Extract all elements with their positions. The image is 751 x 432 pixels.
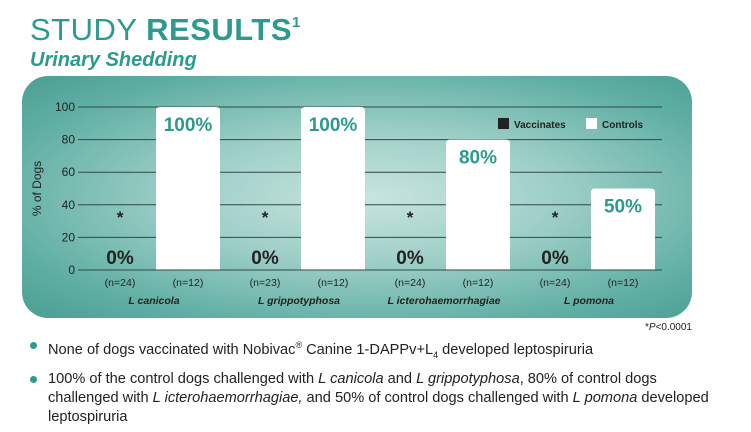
subscript: 4 <box>433 349 439 360</box>
title-part-results: RESULTS <box>146 12 293 47</box>
sample-size-label: (n=23) <box>250 277 281 289</box>
legend-label-vaccinates: Vaccinates <box>514 120 566 131</box>
footnote-value: <0.0001 <box>655 322 692 333</box>
bar-value-label: 0% <box>106 248 134 269</box>
bullet-italic: L grippotyphosa <box>416 370 520 387</box>
bullet-text: None of dogs vaccinated with Nobivac <box>48 341 296 358</box>
legend-label-controls: Controls <box>602 120 644 131</box>
bar-controls <box>156 107 220 270</box>
x-category-label: L grippotyphosa <box>258 295 340 307</box>
legend-swatch-vaccinates <box>498 118 509 129</box>
chart-panel: 0 20 40 60 80 100 % of Dogs Vaccinates Controls *… <box>22 76 692 318</box>
significance-marker: * <box>552 208 559 227</box>
footnote-mark: * <box>644 322 649 333</box>
y-tick-label: 80 <box>62 133 76 147</box>
y-tick-label: 100 <box>55 100 75 114</box>
bullet-text: Canine 1-DAPPv+L <box>302 341 434 358</box>
bullet-italic: L pomona <box>572 389 638 406</box>
sample-size-label: (n=24) <box>105 277 136 289</box>
significance-marker: * <box>262 208 269 227</box>
legend-swatch-controls <box>586 118 597 129</box>
bullet-dot-icon <box>30 342 37 349</box>
sample-size-label: (n=12) <box>463 277 494 289</box>
sample-size-label: (n=12) <box>173 277 204 289</box>
sample-size-label: (n=24) <box>395 277 426 289</box>
bullet-text: and <box>383 370 417 387</box>
bar-value-label: 0% <box>251 248 279 269</box>
bar-value-label: 0% <box>541 248 569 269</box>
y-tick-label: 60 <box>62 165 76 179</box>
bullet-text: developed leptospiruria <box>438 341 594 358</box>
x-category-label: L pomona <box>564 295 614 307</box>
y-axis-label: % of Dogs <box>30 161 44 216</box>
y-tick-label: 0 <box>68 263 75 277</box>
title-part-study: STUDY <box>30 12 147 47</box>
bar-value-label: 50% <box>604 197 642 218</box>
bar-value-label: 100% <box>309 115 358 136</box>
page-subtitle: Urinary Shedding <box>30 49 197 71</box>
bullet-text: 100% of the control dogs challenged with <box>48 370 319 387</box>
bullet-item: 100% of the control dogs challenged with… <box>30 370 730 427</box>
title-reference: 1 <box>292 13 301 31</box>
footnote: *P<0.0001 <box>645 322 692 333</box>
bullet-text: developed leptospiruria <box>48 389 709 425</box>
bullet-italic: L icterohaemorrhagiae, <box>152 389 303 406</box>
x-category-label: L canicola <box>128 295 179 307</box>
bar-controls <box>446 139 510 270</box>
x-category-label: L icterohaemorrhagiae <box>387 295 500 307</box>
y-tick-label: 40 <box>62 198 76 212</box>
bar-value-label: 0% <box>396 248 424 269</box>
bullet-dot-icon <box>30 375 37 383</box>
bullet-text: , 80% of control dogs challenged with <box>48 370 657 406</box>
results-bullets: None of dogs vaccinated with Nobivac® Ca… <box>30 336 730 432</box>
bullet-italic: L canicola <box>318 370 384 387</box>
page-title: STUDY RESULTS1 <box>30 12 301 48</box>
bullet-item: None of dogs vaccinated with Nobivac® Ca… <box>30 336 730 365</box>
footnote-p: P <box>648 322 656 333</box>
bar-value-label: 100% <box>164 115 213 136</box>
bullet-text: and 50% of control dogs challenged with <box>302 389 573 406</box>
registered-mark: ® <box>295 340 303 350</box>
significance-marker: * <box>117 208 124 227</box>
bar-controls <box>301 107 365 270</box>
bar-value-label: 80% <box>459 148 497 169</box>
y-tick-label: 20 <box>62 230 76 244</box>
sample-size-label: (n=12) <box>608 277 639 289</box>
bar-chart: 0 20 40 60 80 100 % of Dogs Vaccinates Controls *… <box>30 100 662 307</box>
significance-marker: * <box>407 208 414 227</box>
bar-controls <box>591 188 655 270</box>
sample-size-label: (n=12) <box>318 277 349 289</box>
sample-size-label: (n=24) <box>540 277 571 289</box>
